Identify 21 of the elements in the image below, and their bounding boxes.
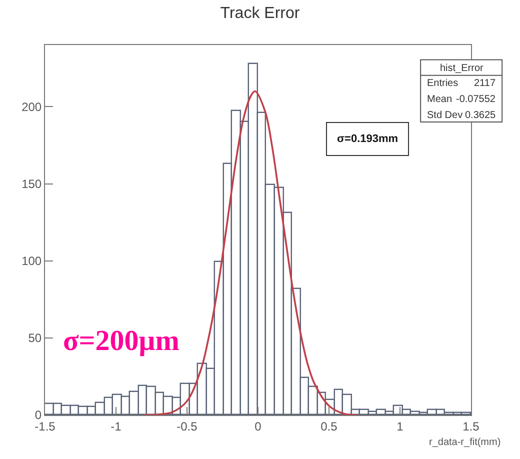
x-tick-label: -1	[110, 419, 122, 434]
annotation: Std Dev	[427, 110, 463, 121]
annotation: hist_Error	[440, 63, 484, 74]
x-tick-label: -0.5	[176, 419, 198, 434]
annotation: σ=0.193mm	[337, 133, 398, 145]
chart-title: Track Error	[220, 5, 300, 22]
y-tick-label: 150	[22, 176, 42, 191]
x-tick-label: 1	[396, 419, 404, 434]
x-tick-label: 0	[254, 419, 262, 434]
y-tick-label: 50	[28, 331, 42, 346]
x-tick-label: 1.5	[462, 419, 480, 434]
text: 2117	[474, 78, 496, 89]
annotation: Mean	[427, 94, 452, 105]
annotation: Entries	[427, 78, 458, 89]
annotation: σ=200μm	[63, 325, 180, 357]
x-axis-title: r_data-r_fit(mm)	[429, 437, 501, 448]
y-tick-label: 200	[22, 100, 42, 114]
annotation: 0.3625	[465, 110, 496, 121]
y-tick-label: 100	[22, 254, 42, 268]
annotation: -0.07552	[456, 94, 496, 105]
x-tick-label: 0.5	[320, 419, 338, 434]
